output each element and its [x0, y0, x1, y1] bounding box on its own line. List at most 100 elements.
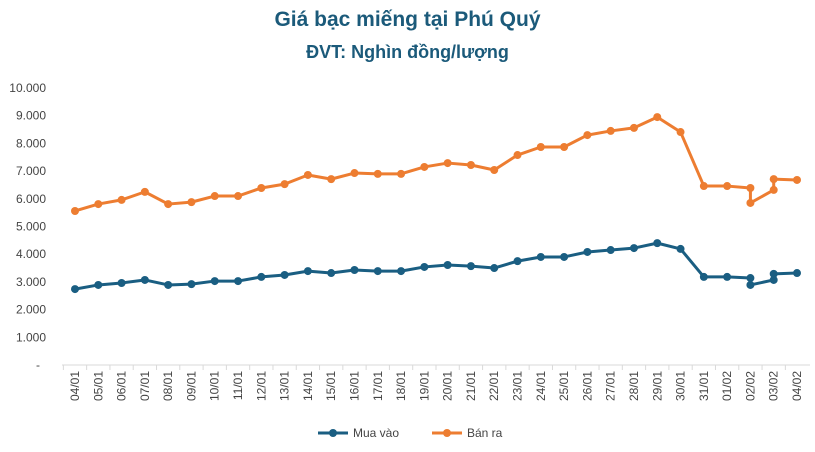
- y-tick-label: 2.000: [16, 303, 46, 317]
- y-tick-label: 6.000: [16, 192, 46, 206]
- data-point: [164, 280, 173, 289]
- data-point: [117, 279, 126, 288]
- x-tick-label: 16/01: [347, 371, 361, 401]
- data-point: [490, 165, 499, 174]
- data-point: [513, 257, 522, 266]
- data-point: [606, 126, 615, 135]
- y-tick-label: -: [36, 358, 40, 372]
- x-tick-label: 04/02: [790, 371, 804, 401]
- x-tick-label: 27/01: [604, 371, 618, 401]
- data-point: [350, 265, 359, 274]
- x-tick-label: 13/01: [278, 371, 292, 401]
- x-tick-label: 01/02: [720, 371, 734, 401]
- data-point: [303, 267, 312, 276]
- x-tick-label: 29/01: [650, 371, 664, 401]
- data-point: [769, 275, 778, 284]
- y-tick-label: 1.000: [16, 330, 46, 344]
- y-tick-label: 7.000: [16, 164, 46, 178]
- data-point: [560, 252, 569, 261]
- x-tick-label: 14/01: [301, 371, 315, 401]
- data-point: [71, 285, 79, 294]
- data-point: [420, 262, 429, 271]
- y-tick-label: 9.000: [16, 109, 46, 123]
- data-point: [653, 113, 662, 122]
- data-point: [490, 264, 499, 273]
- x-tick-label: 09/01: [184, 371, 198, 401]
- series-line-mua-vao: [74, 241, 798, 291]
- data-point: [280, 270, 289, 279]
- x-tick-label: 21/01: [464, 371, 478, 401]
- y-tick-label: 10.000: [9, 81, 46, 95]
- data-point: [746, 183, 755, 192]
- x-tick-label: 30/01: [674, 371, 688, 401]
- data-point: [746, 198, 755, 207]
- x-tick-label: 06/01: [115, 371, 129, 401]
- data-point: [699, 272, 708, 281]
- x-tick-label: 28/01: [627, 371, 641, 401]
- y-tick-label: 8.000: [16, 136, 46, 150]
- x-tick-label: 02/02: [743, 371, 757, 401]
- data-point: [303, 170, 312, 179]
- data-point: [466, 262, 475, 271]
- x-tick-label: 23/01: [511, 371, 525, 401]
- x-tick-label: 22/01: [487, 371, 501, 401]
- data-point: [350, 169, 359, 178]
- data-point: [769, 185, 778, 194]
- data-point: [746, 280, 755, 289]
- data-point: [373, 169, 382, 178]
- x-tick-label: 31/01: [697, 371, 711, 401]
- data-point: [234, 192, 243, 201]
- data-point: [373, 267, 382, 276]
- data-point: [769, 269, 778, 278]
- data-point: [653, 239, 662, 248]
- data-point: [793, 269, 801, 278]
- legend-marker-icon: [329, 429, 337, 437]
- x-tick-label: 15/01: [324, 371, 338, 401]
- data-point: [443, 159, 452, 168]
- data-point: [536, 252, 545, 261]
- data-point: [94, 280, 103, 289]
- data-point: [187, 198, 196, 207]
- data-point: [723, 272, 732, 281]
- data-point: [583, 131, 592, 140]
- x-tick-label: 03/02: [767, 371, 781, 401]
- data-point: [723, 182, 732, 191]
- x-tick-label: 25/01: [557, 371, 571, 401]
- data-point: [257, 183, 266, 192]
- data-point: [94, 200, 103, 209]
- data-point: [583, 247, 592, 256]
- y-tick-label: 3.000: [16, 275, 46, 289]
- series-line-ban-ra: [74, 115, 798, 213]
- x-tick-label: 26/01: [580, 371, 594, 401]
- x-tick-label: 19/01: [417, 371, 431, 401]
- x-tick-label: 05/01: [91, 371, 105, 401]
- data-point: [210, 277, 219, 286]
- x-tick-label: 07/01: [138, 371, 152, 401]
- chart-subtitle: ĐVT: Nghìn đồng/lượng: [306, 42, 509, 62]
- legend-label: Mua vào: [353, 426, 399, 440]
- data-point: [420, 162, 429, 171]
- data-point: [793, 175, 801, 184]
- data-point: [140, 187, 149, 196]
- x-tick-label: 12/01: [254, 371, 268, 401]
- data-point: [257, 272, 266, 281]
- x-tick-label: 11/01: [231, 371, 245, 400]
- x-tick-label: 08/01: [161, 371, 175, 401]
- y-tick-label: 4.000: [16, 247, 46, 261]
- data-point: [187, 280, 196, 289]
- data-point: [676, 128, 685, 137]
- data-point: [234, 277, 243, 286]
- data-point: [513, 151, 522, 160]
- data-point: [443, 261, 452, 270]
- data-point: [699, 182, 708, 191]
- x-tick-label: 20/01: [441, 371, 455, 401]
- data-point: [629, 123, 638, 132]
- x-tick-label: 04/01: [68, 371, 82, 401]
- x-tick-label: 10/01: [208, 371, 222, 401]
- legend-label: Bán ra: [467, 426, 503, 440]
- data-point: [210, 192, 219, 201]
- data-point: [466, 161, 475, 170]
- data-point: [164, 200, 173, 209]
